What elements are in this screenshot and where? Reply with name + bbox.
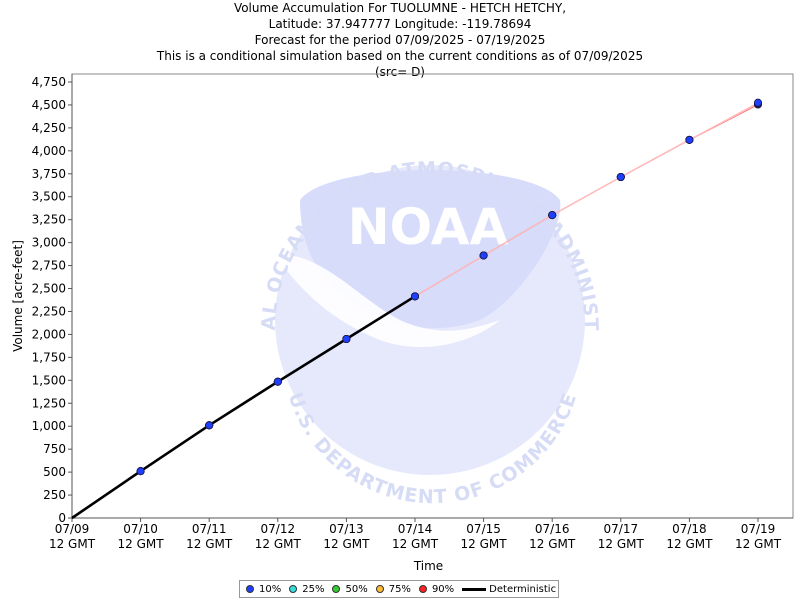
x-tick-label-date: 07/09 — [55, 522, 90, 536]
legend-dot-swatch — [289, 585, 298, 593]
series-line-10pct — [414, 102, 759, 297]
x-tick-label-time: 12 GMT — [598, 537, 645, 551]
x-tick-label-time: 12 GMT — [186, 537, 233, 551]
chart-axes: 0 250 500 750 1,000 1,250 1,500 1,750 2,000 2,250… — [32, 73, 794, 573]
y-tick-label: 0 — [58, 511, 66, 525]
x-axis-label: Time — [413, 559, 443, 573]
y-tick-label: 1,500 — [32, 373, 66, 387]
x-tick-label-time: 12 GMT — [529, 537, 576, 551]
x-tick-label-time: 12 GMT — [118, 537, 165, 551]
x-tick-label-time: 12 GMT — [392, 537, 439, 551]
legend-dot-swatch — [246, 585, 254, 593]
y-tick-label: 2,250 — [32, 304, 66, 318]
y-tick-label: 4,750 — [32, 75, 66, 89]
data-point-10pct — [685, 135, 694, 144]
chart-title-line-1: Volume Accumulation For TUOLUMNE - HETCH… — [233, 1, 567, 15]
legend-dot-swatch — [375, 585, 384, 593]
x-tick-label-date: 07/17 — [604, 522, 639, 536]
y-tick-label: 2,500 — [32, 282, 66, 296]
x-tick-label-date: 07/13 — [329, 522, 364, 536]
legend-label: 25% — [302, 583, 325, 595]
volume-accumulation-chart: NOAA NATIONAL OCEANIC AND ATMOSPHERIC AD… — [0, 0, 794, 573]
series-line-deterministic — [71, 295, 416, 520]
x-tick-label-date: 07/11 — [192, 522, 227, 536]
y-tick-label: 3,000 — [32, 236, 66, 250]
x-tick-label-date: 07/12 — [261, 522, 296, 536]
y-tick-label: 4,500 — [32, 98, 66, 112]
x-tick-label-date: 07/16 — [535, 522, 570, 536]
data-point-10pct — [479, 251, 488, 260]
y-axis-label: Volume [acre-feet] — [11, 240, 25, 352]
y-tick-label: 2,000 — [32, 327, 66, 341]
x-tick-label-date: 07/14 — [398, 522, 433, 536]
x-tick-label-date: 07/10 — [123, 522, 158, 536]
data-point-10pct — [548, 211, 557, 220]
y-tick-label: 3,500 — [32, 190, 66, 204]
y-tick-label: 500 — [43, 465, 66, 479]
data-point-10pct — [342, 335, 351, 344]
x-tick-label-date: 07/18 — [672, 522, 707, 536]
legend-item: 90% — [418, 583, 455, 595]
legend-label: 75% — [388, 583, 411, 595]
x-tick-label-date: 07/19 — [741, 522, 776, 536]
data-point-10pct — [616, 173, 625, 182]
x-tick-label-time: 12 GMT — [255, 537, 302, 551]
data-point-10pct — [410, 292, 419, 301]
chart-legend: 10% 25% 50% 75% 90% Deterministic — [239, 580, 559, 598]
legend-dot-swatch — [418, 585, 427, 593]
data-point-10pct — [273, 377, 282, 386]
y-tick-label: 3,250 — [32, 213, 66, 227]
y-tick-label: 1,000 — [32, 419, 66, 433]
y-tick-label: 2,750 — [32, 259, 66, 273]
data-point-10pct — [205, 421, 214, 430]
y-tick-label: 1,750 — [32, 350, 66, 364]
x-tick-label-time: 12 GMT — [49, 537, 96, 551]
legend-item: 25% — [289, 584, 324, 595]
legend-item: 10% — [246, 584, 281, 595]
y-tick-label: 4,000 — [32, 144, 66, 158]
y-tick-label: 4,250 — [32, 121, 66, 135]
chart-series — [71, 98, 763, 520]
noaa-watermark-logo-text: NOAA — [348, 198, 509, 256]
data-point-10pct — [754, 98, 763, 107]
x-tick-label-time: 12 GMT — [735, 537, 782, 551]
chart-title-block: Volume Accumulation For TUOLUMNE - HETCH… — [0, 0, 800, 80]
legend-line-swatch — [462, 587, 487, 591]
x-tick-label-time: 12 GMT — [461, 537, 508, 551]
legend-item: Deterministic — [462, 584, 556, 595]
x-tick-label-time: 12 GMT — [666, 537, 713, 551]
x-tick-label-date: 07/15 — [466, 522, 501, 536]
noaa-watermark: NOAA NATIONAL OCEANIC AND ATMOSPHERIC AD… — [0, 0, 601, 508]
chart-title-line-3: Forecast for the period 07/09/2025 - 07/… — [254, 33, 546, 47]
noaa-watermark-bird — [300, 170, 561, 329]
legend-item: 75% — [375, 583, 411, 595]
chart-title-line-5: (src= D) — [375, 65, 425, 79]
y-tick-label: 250 — [43, 488, 66, 502]
data-point-10pct — [136, 467, 145, 476]
legend-label: 90% — [431, 583, 455, 595]
x-tick-label-time: 12 GMT — [323, 537, 370, 551]
legend-label: Deterministic — [489, 583, 557, 595]
legend-item: 50% — [332, 583, 368, 595]
legend-label: 50% — [345, 583, 368, 595]
y-tick-label: 1,250 — [32, 396, 66, 410]
legend-dot-swatch — [332, 585, 341, 593]
y-axis-label-group: Volume [acre-feet] — [11, 240, 25, 352]
chart-title-line-2: Latitude: 37.947777 Longitude: -119.7869… — [268, 17, 532, 31]
chart-title-line-4: This is a conditional simulation based o… — [156, 49, 644, 63]
legend-label: 10% — [259, 583, 282, 595]
noaa-watermark-gull — [275, 254, 500, 348]
y-tick-label: 750 — [43, 442, 66, 456]
y-tick-label: 3,750 — [32, 167, 66, 181]
